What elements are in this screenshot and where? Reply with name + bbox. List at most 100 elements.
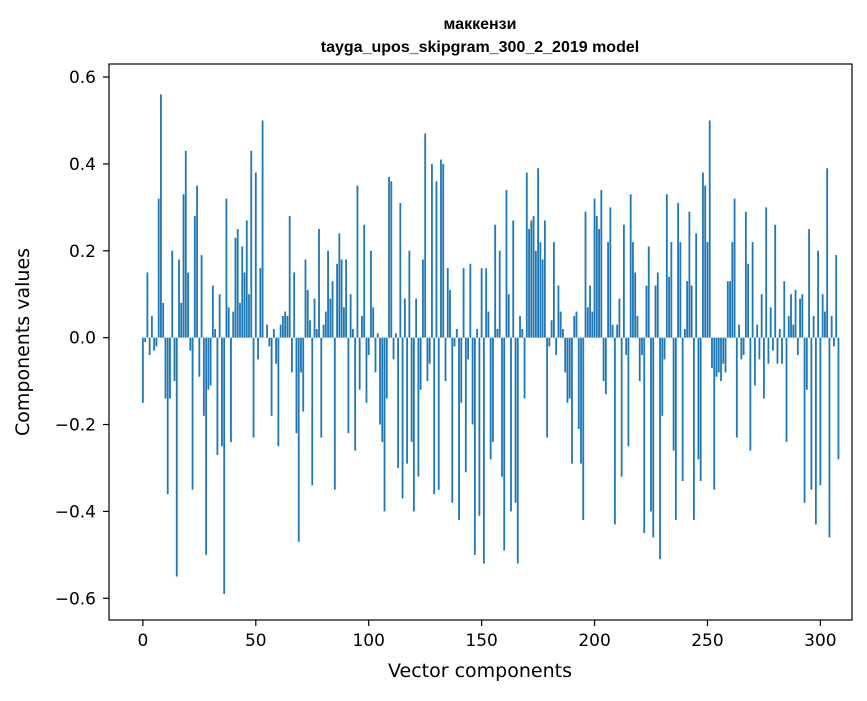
bar bbox=[666, 194, 668, 337]
bar bbox=[684, 329, 686, 338]
bar bbox=[499, 251, 501, 338]
bar bbox=[300, 338, 302, 373]
bar bbox=[614, 338, 616, 525]
bar bbox=[345, 259, 347, 337]
bar bbox=[598, 229, 600, 338]
bar bbox=[555, 338, 557, 355]
bar bbox=[305, 259, 307, 337]
bar bbox=[203, 338, 205, 416]
bar bbox=[329, 299, 331, 338]
bar bbox=[826, 168, 828, 337]
bar bbox=[650, 338, 652, 512]
x-axis-label: Vector components bbox=[388, 660, 572, 682]
bar bbox=[289, 216, 291, 338]
bar bbox=[698, 338, 700, 460]
bar bbox=[287, 316, 289, 338]
bar bbox=[781, 338, 783, 364]
bar bbox=[427, 338, 429, 381]
bar bbox=[822, 294, 824, 337]
bar bbox=[763, 338, 765, 399]
bar bbox=[558, 286, 560, 338]
bar bbox=[657, 273, 659, 338]
bar bbox=[463, 268, 465, 338]
bar bbox=[817, 251, 819, 338]
bar bbox=[445, 338, 447, 381]
bar bbox=[745, 212, 747, 338]
bar bbox=[646, 286, 648, 338]
bar bbox=[381, 338, 383, 442]
bar bbox=[291, 338, 293, 373]
bar bbox=[673, 338, 675, 451]
bar bbox=[772, 338, 774, 351]
bar bbox=[363, 225, 365, 338]
bar bbox=[210, 338, 212, 386]
bar bbox=[149, 338, 151, 355]
bar bbox=[594, 199, 596, 338]
bar bbox=[325, 312, 327, 338]
bar bbox=[734, 199, 736, 338]
y-tick-label: −0.4 bbox=[55, 502, 96, 522]
bar bbox=[316, 329, 318, 338]
bar bbox=[167, 338, 169, 494]
x-tick-label: 200 bbox=[578, 631, 610, 651]
bar bbox=[481, 268, 483, 338]
bar bbox=[402, 338, 404, 499]
bar bbox=[244, 273, 246, 338]
bar bbox=[390, 181, 392, 337]
bar bbox=[327, 251, 329, 338]
bar bbox=[454, 338, 456, 347]
bar bbox=[221, 338, 223, 447]
bar bbox=[652, 338, 654, 538]
bar bbox=[257, 338, 259, 360]
bar bbox=[156, 338, 158, 347]
bar bbox=[625, 338, 627, 355]
bar bbox=[679, 242, 681, 338]
bar bbox=[298, 338, 300, 542]
bar bbox=[761, 294, 763, 337]
bar bbox=[424, 134, 426, 338]
bar bbox=[273, 329, 275, 338]
bar bbox=[296, 338, 298, 434]
bar bbox=[350, 294, 352, 337]
bar bbox=[370, 251, 372, 338]
bar bbox=[372, 307, 374, 337]
bar bbox=[623, 225, 625, 338]
x-tick-label: 250 bbox=[691, 631, 723, 651]
x-tick-label: 100 bbox=[352, 631, 384, 651]
bar bbox=[600, 190, 602, 338]
y-tick-label: −0.2 bbox=[55, 416, 96, 436]
bar bbox=[804, 338, 806, 503]
bar bbox=[648, 246, 650, 337]
bar bbox=[171, 251, 173, 338]
bar bbox=[788, 316, 790, 338]
bar bbox=[596, 216, 598, 338]
bar bbox=[720, 338, 722, 381]
bar bbox=[165, 338, 167, 399]
bar bbox=[196, 186, 198, 338]
bar bbox=[311, 338, 313, 486]
bar bbox=[180, 303, 182, 338]
bar bbox=[537, 168, 539, 337]
bar bbox=[603, 338, 605, 381]
bar bbox=[618, 299, 620, 338]
bar bbox=[469, 264, 471, 338]
bar bbox=[544, 220, 546, 337]
bar bbox=[806, 338, 808, 390]
bar bbox=[277, 338, 279, 447]
bar bbox=[162, 303, 164, 338]
bar bbox=[458, 338, 460, 520]
bar bbox=[494, 225, 496, 338]
bar bbox=[833, 338, 835, 347]
x-tick-label: 0 bbox=[137, 631, 148, 651]
bar bbox=[580, 338, 582, 464]
x-tick-label: 150 bbox=[465, 631, 497, 651]
bar bbox=[472, 338, 474, 425]
bar bbox=[661, 338, 663, 416]
bar bbox=[352, 329, 354, 338]
chart-title-line1: маккензи bbox=[444, 16, 517, 33]
bar bbox=[420, 338, 422, 390]
bar bbox=[576, 312, 578, 338]
bar bbox=[485, 268, 487, 338]
bar bbox=[779, 329, 781, 338]
